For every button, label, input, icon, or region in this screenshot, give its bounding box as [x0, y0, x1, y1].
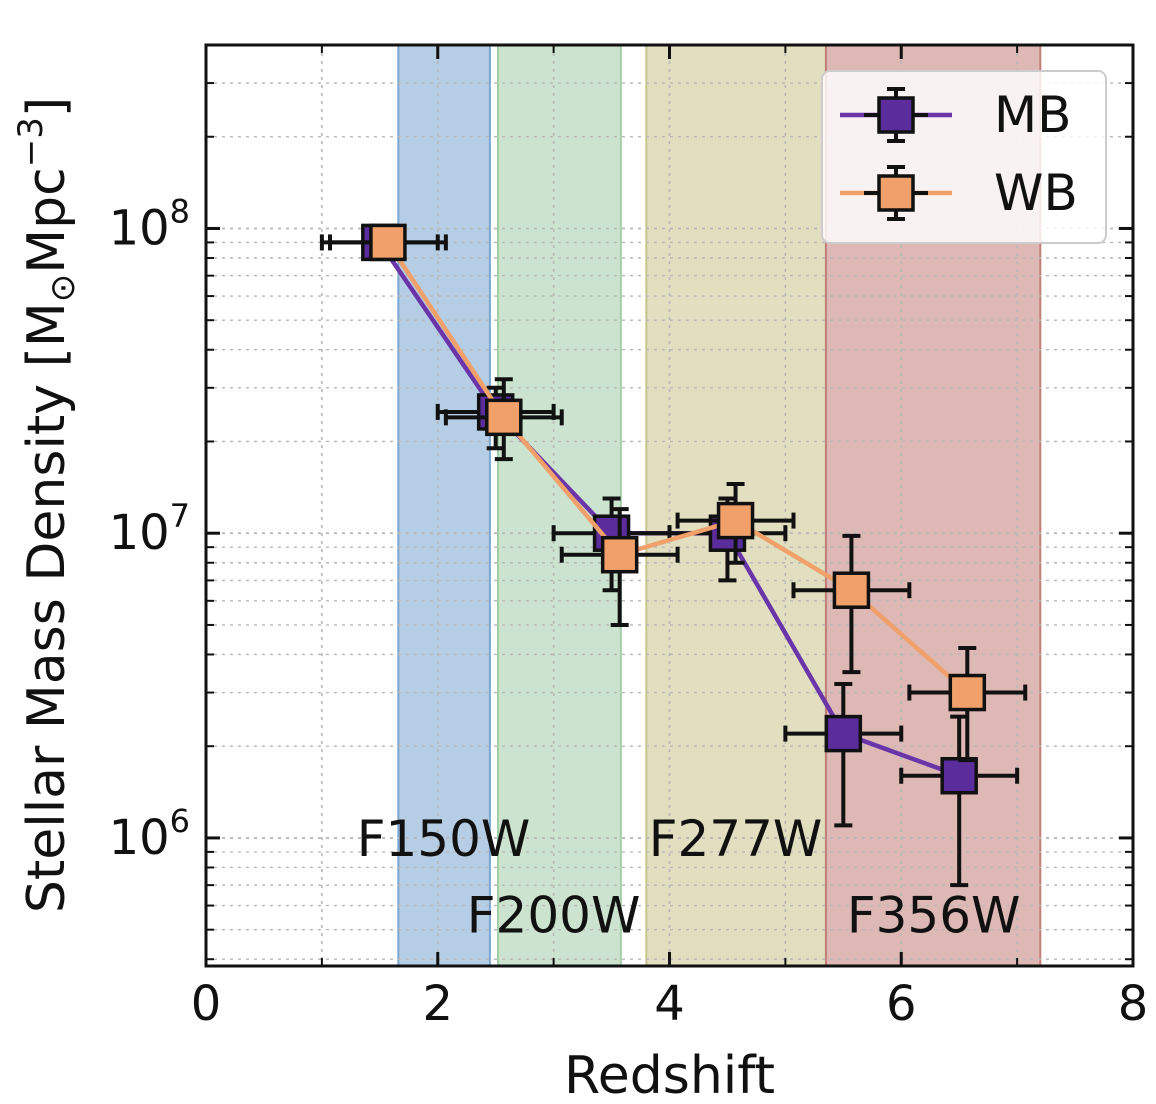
legend: MB WB [821, 70, 1107, 244]
band-label-f356w: F356W [847, 887, 1021, 945]
data-point-wb [369, 223, 407, 262]
y-tick-label: 106 [109, 802, 190, 866]
legend-entry-wb: WB [840, 164, 1078, 222]
data-point-wb [716, 501, 755, 540]
band-label-f200w: F200W [467, 887, 641, 945]
legend-entry-mb: MB [840, 86, 1071, 144]
y-tick-base: 10 [109, 505, 170, 561]
band-label-f150w: F150W [357, 810, 531, 868]
band-f200w [498, 45, 621, 966]
y-tick-label: 108 [109, 192, 190, 256]
legend-marker [877, 174, 915, 212]
series-wb [327, 223, 1028, 763]
legend-label-mb: MB [994, 86, 1071, 144]
x-tick-label: 6 [886, 976, 917, 1032]
y-axis-label-sun-symbol: ⊙ [43, 274, 83, 303]
data-series [319, 223, 1028, 888]
y-axis-label-main: Stellar Mass Density [M [17, 302, 77, 913]
x-axis-label: Redshift [564, 1046, 775, 1104]
y-axis-label: Stellar Mass Density [M⊙Mpc−3] [11, 97, 83, 913]
band-f150w [398, 45, 490, 966]
y-tick-exponent: 7 [170, 497, 190, 535]
legend-marker [877, 96, 915, 134]
series-line-wb [386, 241, 969, 695]
x-tick-label: 2 [422, 976, 453, 1032]
data-point-wb [600, 535, 639, 574]
data-point-mb [824, 714, 863, 753]
data-point-wb [832, 571, 871, 609]
data-point-mb [940, 756, 978, 795]
x-tick-label: 4 [654, 976, 685, 1032]
band-label-f277w: F277W [649, 810, 823, 868]
y-tick-exponent: 6 [170, 802, 190, 840]
y-axis-label-exponent: −3 [11, 117, 51, 167]
data-point-wb [948, 673, 987, 712]
y-tick-base: 10 [109, 200, 170, 256]
y-axis-label-close: ] [17, 97, 77, 117]
y-axis-label-unit: Mpc [17, 167, 77, 273]
y-tick-exponent: 8 [170, 192, 190, 230]
data-point-wb [485, 398, 523, 437]
y-tick-label: 107 [109, 497, 190, 561]
y-tick-base: 10 [109, 810, 170, 866]
x-tick-label: 0 [191, 976, 222, 1032]
legend-label-wb: WB [994, 164, 1078, 222]
x-tick-label: 8 [1118, 976, 1149, 1032]
